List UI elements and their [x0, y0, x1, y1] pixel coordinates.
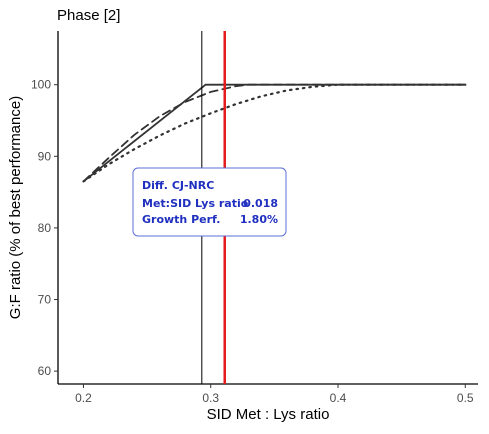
x-axis-label: SID Met : Lys ratio: [207, 406, 330, 423]
x-tick-label: 0.5: [457, 391, 474, 405]
y-tick-label: 70: [38, 293, 52, 307]
series-layer: [82, 83, 467, 183]
x-tick-label: 0.4: [330, 391, 347, 405]
y-tick-label: 100: [31, 78, 51, 92]
chart-title: Phase [2]: [57, 7, 120, 24]
series-line-dotted: [82, 83, 467, 183]
series-line-dashed: [82, 83, 467, 183]
y-tick-label: 80: [38, 221, 52, 235]
x-tick-label: 0.2: [75, 391, 92, 405]
annotation-row-label: Growth Perf.: [142, 213, 220, 226]
y-axis-label: G:F ratio (% of best performance): [7, 96, 24, 319]
annotation-row-value: 0.018: [243, 197, 278, 210]
axes: 60 70 80 90 100 0.2 0.3 0.4 0.5: [31, 31, 478, 405]
y-tick-label: 90: [38, 149, 52, 163]
annotation-frame: [132, 167, 287, 237]
x-tick-label: 0.3: [202, 391, 219, 405]
annotation-heading: Diff. CJ-NRC: [142, 179, 214, 192]
annotation-row-value: 1.80%: [240, 213, 278, 226]
series-line-solid: [82, 83, 467, 183]
annotation-row-label: Met:SID Lys ratio: [142, 197, 249, 210]
y-tick-label: 60: [38, 364, 52, 378]
